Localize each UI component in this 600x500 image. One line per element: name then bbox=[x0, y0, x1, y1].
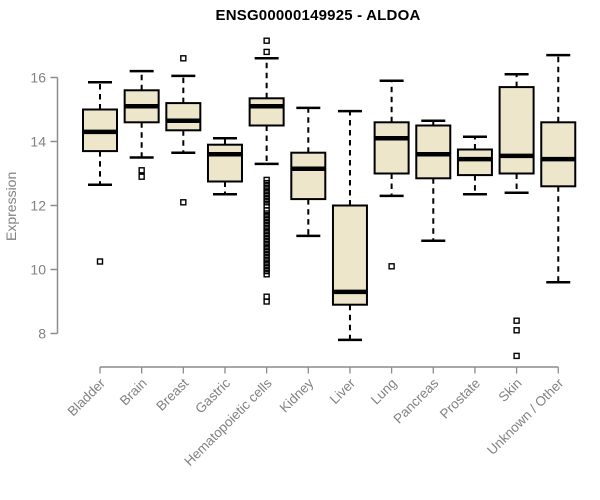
x-tick-label-kidney: Kidney bbox=[277, 375, 317, 415]
outlier-brain bbox=[138, 167, 145, 174]
box-liver bbox=[331, 204, 368, 306]
x-tick-label-gastric: Gastric bbox=[192, 375, 233, 416]
outlier-hematopoietic-cells bbox=[263, 271, 270, 278]
outlier-hematopoietic-cells bbox=[263, 255, 270, 262]
x-tick-label-pancreas: Pancreas bbox=[390, 375, 441, 426]
outlier-skin bbox=[513, 317, 520, 324]
y-tick-label-16: 16 bbox=[30, 70, 46, 86]
outlier-lung bbox=[388, 263, 395, 270]
box-breast bbox=[165, 102, 202, 132]
y-tick-label-14: 14 bbox=[30, 134, 46, 150]
x-tick-label-liver: Liver bbox=[327, 375, 359, 407]
box-prostate bbox=[456, 148, 493, 177]
box-hematopoietic-cells bbox=[248, 97, 285, 127]
y-tick-label-10: 10 bbox=[30, 262, 46, 278]
outlier-breast bbox=[180, 199, 187, 206]
outlier-hematopoietic-cells bbox=[263, 48, 270, 56]
x-tick-label-brain: Brain bbox=[117, 376, 150, 409]
outlier-hematopoietic-cells bbox=[263, 264, 270, 272]
outlier-hematopoietic-cells bbox=[263, 192, 270, 200]
outlier-hematopoietic-cells bbox=[263, 176, 270, 184]
x-tick-label-skin: Skin bbox=[496, 376, 525, 405]
x-tick-label-lung: Lung bbox=[368, 376, 400, 408]
outlier-hematopoietic-cells bbox=[263, 298, 270, 305]
x-tick-label-breast: Breast bbox=[153, 375, 191, 413]
box-unknown-other bbox=[540, 121, 577, 188]
outlier-skin bbox=[513, 327, 520, 334]
y-tick-label-8: 8 bbox=[38, 326, 46, 342]
box-lung bbox=[373, 121, 410, 175]
outlier-skin bbox=[513, 352, 520, 360]
y-tick-label-12: 12 bbox=[30, 198, 46, 214]
x-tick-label-unknown-other: Unknown / Other bbox=[484, 375, 567, 458]
outlier-breast bbox=[180, 55, 187, 62]
outlier-hematopoietic-cells bbox=[263, 248, 270, 256]
box-skin bbox=[498, 86, 535, 175]
outlier-hematopoietic-cells bbox=[263, 37, 270, 44]
outlier-hematopoietic-cells bbox=[263, 232, 270, 240]
box-gastric bbox=[206, 143, 243, 183]
x-tick-label-bladder: Bladder bbox=[65, 375, 109, 419]
chart-title: ENSG00000149925 - ALDOA bbox=[215, 7, 421, 24]
outlier-hematopoietic-cells bbox=[263, 258, 270, 265]
outlier-hematopoietic-cells bbox=[263, 216, 270, 224]
x-tick-label-prostate: Prostate bbox=[437, 376, 483, 422]
box-kidney bbox=[290, 151, 327, 201]
box-pancreas bbox=[415, 124, 452, 180]
outlier-brain bbox=[138, 173, 145, 180]
outlier-bladder bbox=[96, 258, 104, 265]
